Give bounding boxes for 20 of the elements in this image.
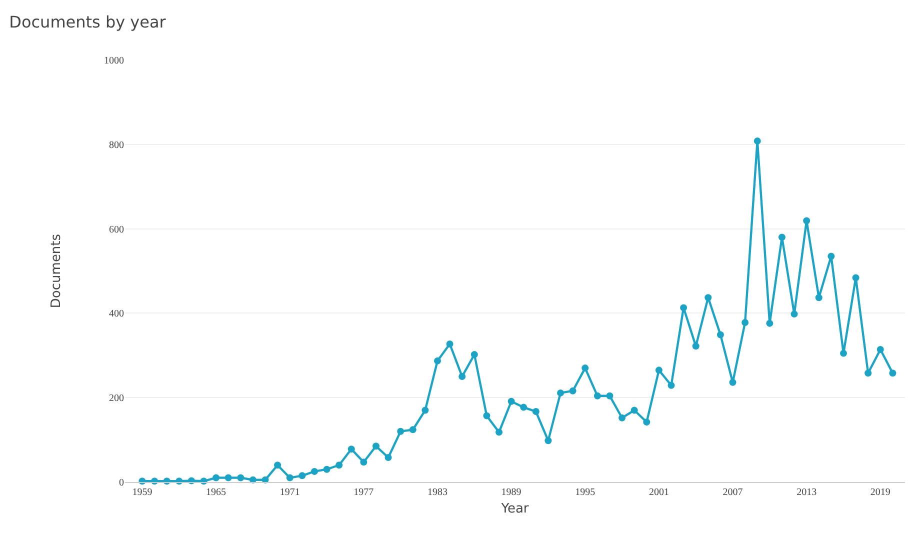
x-tick-label: 1983 — [427, 487, 448, 498]
x-tick-label: 1995 — [575, 487, 596, 498]
y-tick-label: 0 — [119, 478, 124, 488]
x-tick-label: 1959 — [132, 487, 152, 498]
x-tick-label: 2001 — [648, 487, 669, 498]
x-tick-label: 2013 — [796, 487, 817, 498]
y-tick-label: 400 — [109, 308, 124, 320]
x-tick-label: 1965 — [206, 487, 226, 498]
x-tick-label: 2019 — [870, 487, 890, 498]
y-tick-label: 1000 — [104, 56, 124, 66]
y-tick-label: 200 — [109, 393, 124, 404]
y-axis-title: Documents — [48, 234, 64, 308]
x-axis-title: Year — [500, 502, 530, 517]
x-tick-label: 1989 — [501, 487, 522, 498]
chart-title: Documents by year — [9, 12, 166, 32]
y-tick-label: 800 — [109, 140, 124, 151]
y-tick-label: 600 — [109, 224, 124, 236]
x-tick-label: 1977 — [354, 487, 374, 498]
x-tick-label: 1971 — [280, 487, 300, 498]
x-tick-label: 2007 — [722, 487, 743, 498]
